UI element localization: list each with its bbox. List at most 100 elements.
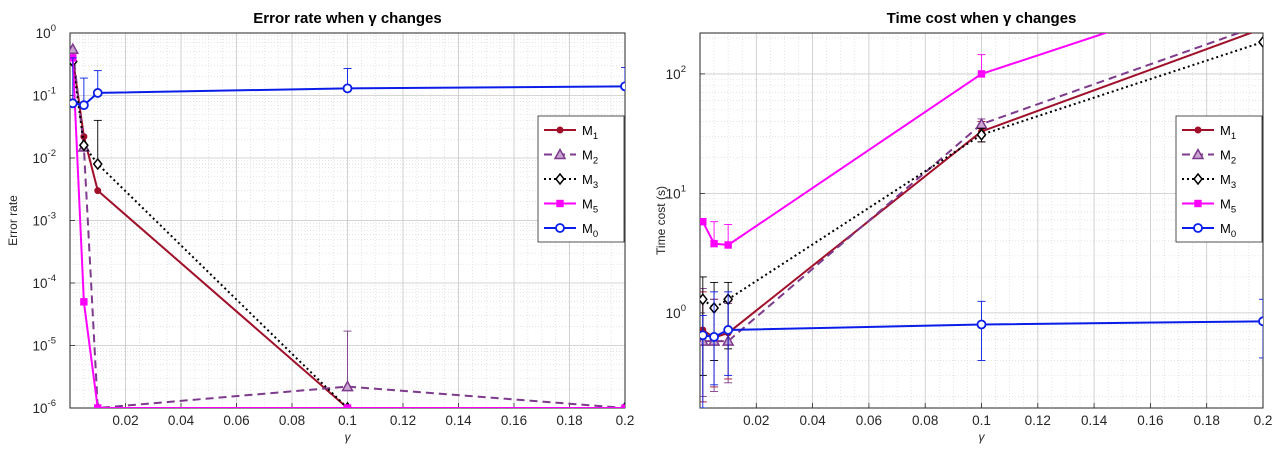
y-tick-label: 10-6 bbox=[33, 398, 56, 416]
legend-label: M1 bbox=[1220, 123, 1236, 142]
x-axis-label: γ bbox=[345, 430, 352, 444]
data-point bbox=[92, 157, 103, 171]
y-axis-label: Time cost (s) bbox=[654, 186, 668, 255]
legend-name: M bbox=[582, 148, 593, 163]
x-tick-label: 0.12 bbox=[390, 413, 416, 428]
data-point bbox=[621, 404, 625, 408]
legend-item: M0 bbox=[544, 221, 598, 240]
legend-item: M3 bbox=[1182, 172, 1236, 191]
y-tick-label: 101 bbox=[666, 183, 686, 201]
chart-title: Error rate when γ changes bbox=[253, 10, 441, 27]
y-tick-exponent: -2 bbox=[48, 148, 56, 159]
legend-item: M2 bbox=[1182, 148, 1236, 167]
y-axis-label: Error rate bbox=[6, 195, 20, 246]
y-tick-base: 10 bbox=[33, 214, 48, 229]
data-point bbox=[976, 319, 987, 330]
legend-box bbox=[1175, 115, 1263, 243]
legend-label: M2 bbox=[582, 148, 598, 167]
legend-label: M1 bbox=[582, 123, 598, 142]
legend-marker bbox=[1193, 172, 1203, 186]
legend-item: M1 bbox=[1182, 123, 1236, 142]
data-point bbox=[700, 330, 708, 341]
data-point bbox=[1258, 316, 1263, 327]
y-tick-base: 10 bbox=[33, 89, 48, 104]
legend-marker bbox=[556, 199, 564, 208]
legend-name: M bbox=[582, 172, 593, 187]
y-tick-exponent: 0 bbox=[51, 23, 56, 34]
legend-item: M5 bbox=[544, 197, 598, 216]
legend-subscript: 3 bbox=[1231, 180, 1236, 191]
y-tick-exponent: -1 bbox=[48, 86, 56, 97]
legend-label: M3 bbox=[582, 172, 598, 191]
legend-label: M5 bbox=[1220, 197, 1236, 216]
legend-subscript: 5 bbox=[593, 205, 598, 216]
data-point bbox=[80, 298, 88, 306]
legend-item: M2 bbox=[544, 148, 598, 167]
x-tick-label: 0.1 bbox=[972, 413, 991, 428]
legend-label: M2 bbox=[1220, 148, 1236, 167]
y-tick-base: 10 bbox=[666, 306, 681, 321]
y-tick-base: 10 bbox=[33, 276, 48, 291]
data-point bbox=[977, 70, 986, 78]
x-tick-label: 0.1 bbox=[338, 413, 357, 428]
y-tick-base: 10 bbox=[33, 339, 48, 354]
legend-marker bbox=[555, 223, 565, 233]
legend-name: M bbox=[1220, 197, 1231, 212]
data-point bbox=[78, 139, 89, 152]
x-tick-label: 0.14 bbox=[445, 413, 472, 428]
error-rate-chart: 0.02 0.04 0.06 0.08 0.1 0.12 0.14 0.16 0.18 0.210… bbox=[6, 10, 634, 444]
x-tick-label: 0.12 bbox=[1025, 413, 1051, 428]
y-tick-base: 10 bbox=[36, 26, 51, 41]
y-tick-exponent: 1 bbox=[681, 183, 686, 194]
data-point bbox=[70, 98, 78, 109]
y-tick-label: 100 bbox=[36, 23, 56, 41]
x-tick-label: 0.08 bbox=[279, 413, 305, 428]
data-point bbox=[94, 187, 102, 195]
data-point bbox=[94, 404, 102, 408]
y-tick-base: 10 bbox=[33, 401, 48, 416]
series-m0 bbox=[700, 291, 1263, 408]
series-line bbox=[71, 61, 625, 408]
data-point bbox=[723, 325, 734, 335]
x-tick-label: 0.16 bbox=[501, 413, 527, 428]
data-point bbox=[710, 239, 718, 248]
legend-name: M bbox=[582, 221, 593, 236]
time-cost-chart: 0.02 0.04 0.06 0.08 0.1 0.12 0.14 0.16 0.18 0.210… bbox=[654, 10, 1273, 444]
y-tick-base: 10 bbox=[33, 151, 48, 166]
data-point bbox=[1258, 35, 1263, 49]
y-tick-label: 10-1 bbox=[33, 86, 56, 104]
legend-label: M0 bbox=[582, 221, 598, 240]
data-point bbox=[343, 404, 352, 408]
legend-item: M1 bbox=[544, 123, 598, 142]
y-tick-label: 10-3 bbox=[33, 211, 56, 229]
legend-item: M5 bbox=[1182, 197, 1236, 216]
x-tick-label: 0.2 bbox=[1254, 413, 1273, 428]
x-axis-label: γ bbox=[979, 430, 986, 444]
legend-marker bbox=[553, 147, 567, 160]
y-tick-label: 10-5 bbox=[33, 336, 56, 354]
x-tick-label: 0.02 bbox=[743, 413, 769, 428]
legend-name: M bbox=[582, 123, 593, 138]
x-tick-label: 0.06 bbox=[223, 413, 249, 428]
legend-marker bbox=[1191, 147, 1205, 160]
legend-subscript: 2 bbox=[593, 156, 598, 167]
legend-name: M bbox=[1220, 221, 1231, 236]
y-tick-exponent: -5 bbox=[48, 336, 56, 347]
y-tick-exponent: -4 bbox=[48, 273, 56, 284]
legend-box bbox=[537, 115, 625, 243]
data-point bbox=[700, 217, 707, 226]
data-point bbox=[976, 128, 987, 141]
data-point bbox=[700, 293, 708, 306]
y-tick-base: 10 bbox=[666, 67, 681, 82]
x-tick-label: 0.16 bbox=[1137, 413, 1163, 428]
plot-series-group bbox=[70, 42, 625, 408]
x-tick-label: 0.2 bbox=[616, 413, 635, 428]
data-point bbox=[709, 331, 719, 342]
legend-marker bbox=[555, 172, 565, 186]
legend-item: M0 bbox=[1182, 221, 1236, 240]
x-tick-label: 0.18 bbox=[556, 413, 582, 428]
data-point bbox=[92, 88, 103, 98]
